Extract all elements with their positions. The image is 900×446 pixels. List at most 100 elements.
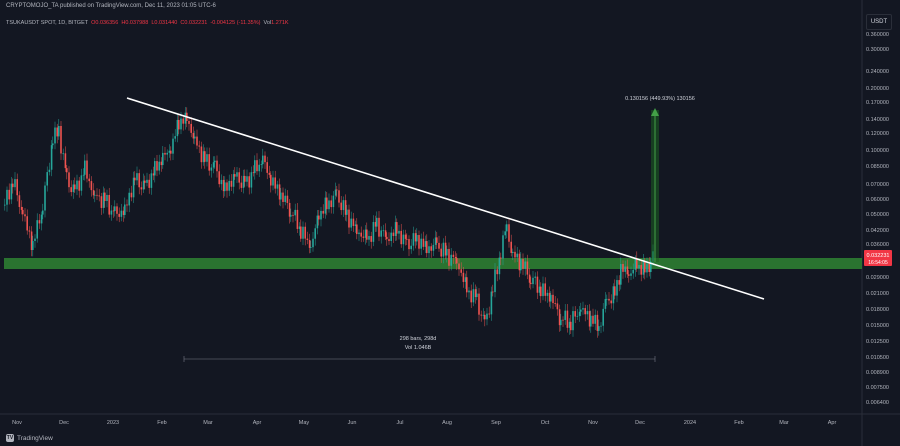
candle-body: [168, 150, 171, 153]
candle-body: [562, 319, 564, 321]
candle-body: [500, 257, 502, 259]
candle-body: [160, 161, 163, 166]
candle-body: [138, 173, 140, 188]
time-tick-label: Feb: [734, 420, 743, 426]
candle-body: [78, 180, 80, 191]
change-value: -0.004125 (-11.35%): [210, 20, 261, 26]
candle-body: [478, 293, 480, 315]
time-tick-label: Apr: [828, 420, 837, 426]
candle-body: [278, 184, 281, 200]
price-tick-label: 0.100000: [866, 148, 889, 154]
candle-body: [522, 258, 524, 269]
candle-body: [12, 183, 14, 188]
candle-body: [96, 194, 98, 196]
time-tick-label: Oct: [541, 420, 550, 426]
candle-body: [444, 242, 447, 256]
time-tick-label: Apr: [253, 420, 262, 426]
time-tick-label: 2023: [107, 420, 119, 426]
price-tick-label: 0.015000: [866, 323, 889, 329]
time-tick-label: Feb: [157, 420, 166, 426]
candle-body: [30, 231, 33, 250]
candle-body: [234, 174, 236, 177]
candle-body: [418, 235, 420, 249]
candle-body: [328, 200, 330, 210]
candle-body: [438, 242, 440, 249]
candle-body: [536, 276, 539, 293]
candle-body: [166, 152, 168, 155]
candle-body: [42, 210, 44, 215]
candle-body: [608, 298, 610, 301]
candle-body: [352, 218, 355, 226]
candle-body: [88, 178, 90, 182]
time-tick-label: Nov: [12, 420, 22, 426]
candle-body: [394, 222, 397, 236]
candle-body: [446, 248, 448, 256]
candle-body: [602, 308, 604, 326]
candle-body: [512, 251, 514, 253]
candle-body: [100, 196, 103, 208]
candle-body: [210, 167, 213, 171]
candle-body: [542, 283, 544, 297]
candle-body: [66, 168, 68, 173]
candle-body: [492, 291, 494, 293]
price-tick-label: 0.029000: [866, 275, 889, 281]
candle-body: [106, 194, 108, 201]
candle-body: [634, 258, 637, 270]
footer-brand[interactable]: TradingView: [17, 434, 53, 442]
current-price-value: 0.032231: [867, 253, 890, 259]
support-zone[interactable]: [4, 258, 862, 269]
time-tick-label: Aug: [442, 420, 452, 426]
candle-body: [208, 154, 210, 171]
candle-body: [116, 206, 118, 214]
candle-body: [546, 292, 549, 296]
candle-body: [330, 200, 332, 208]
candle-body: [244, 175, 246, 182]
candle-body: [384, 230, 387, 237]
candle-body: [558, 309, 561, 326]
candle-body: [214, 160, 216, 163]
candle-body: [400, 230, 402, 245]
candle-body: [424, 241, 427, 247]
candle-body: [38, 220, 41, 224]
candle-body: [374, 222, 377, 227]
candle-body: [600, 325, 602, 327]
range-bars-label: 298 bars, 298d: [400, 336, 437, 342]
candle-body: [28, 230, 31, 232]
candle-body: [60, 125, 62, 154]
candle-body: [414, 233, 417, 242]
candle-body: [574, 311, 576, 317]
candle-body: [482, 314, 485, 316]
time-tick-label: Jul: [396, 420, 403, 426]
price-tick-label: 0.042000: [866, 228, 889, 234]
candle-body: [216, 160, 218, 172]
candle-body: [122, 210, 125, 215]
candle-body: [176, 119, 179, 137]
current-price-tag: [864, 250, 892, 266]
candle-body: [644, 260, 646, 273]
candle-body: [524, 261, 526, 269]
candle-body: [318, 215, 320, 220]
publish-info: CRYPTOMOJO_TA published on TradingView.c…: [6, 3, 216, 9]
candle-body: [532, 277, 534, 285]
candle-body: [380, 230, 382, 237]
price-tick-label: 0.170000: [866, 100, 889, 106]
candle-body: [280, 192, 282, 200]
currency-button[interactable]: USDT: [866, 14, 892, 30]
candle-body: [164, 152, 166, 155]
candle-body: [628, 274, 630, 276]
candle-body: [170, 150, 172, 154]
price-tick-label: 0.085000: [866, 164, 889, 170]
candle-body: [118, 213, 120, 217]
candle-body: [564, 310, 566, 320]
downtrend-line[interactable]: [126, 97, 765, 300]
bar-countdown: 16:54:05: [868, 260, 888, 266]
candle-body: [346, 209, 348, 215]
candle-body: [172, 138, 174, 154]
candle-body: [124, 204, 126, 215]
candle-body: [516, 253, 518, 258]
candle-body: [568, 321, 571, 328]
candle-body: [390, 232, 392, 242]
symbol-name[interactable]: TSUKAUSDT SPOT, 1D, BITGET: [6, 20, 89, 26]
candle-body: [180, 118, 182, 130]
